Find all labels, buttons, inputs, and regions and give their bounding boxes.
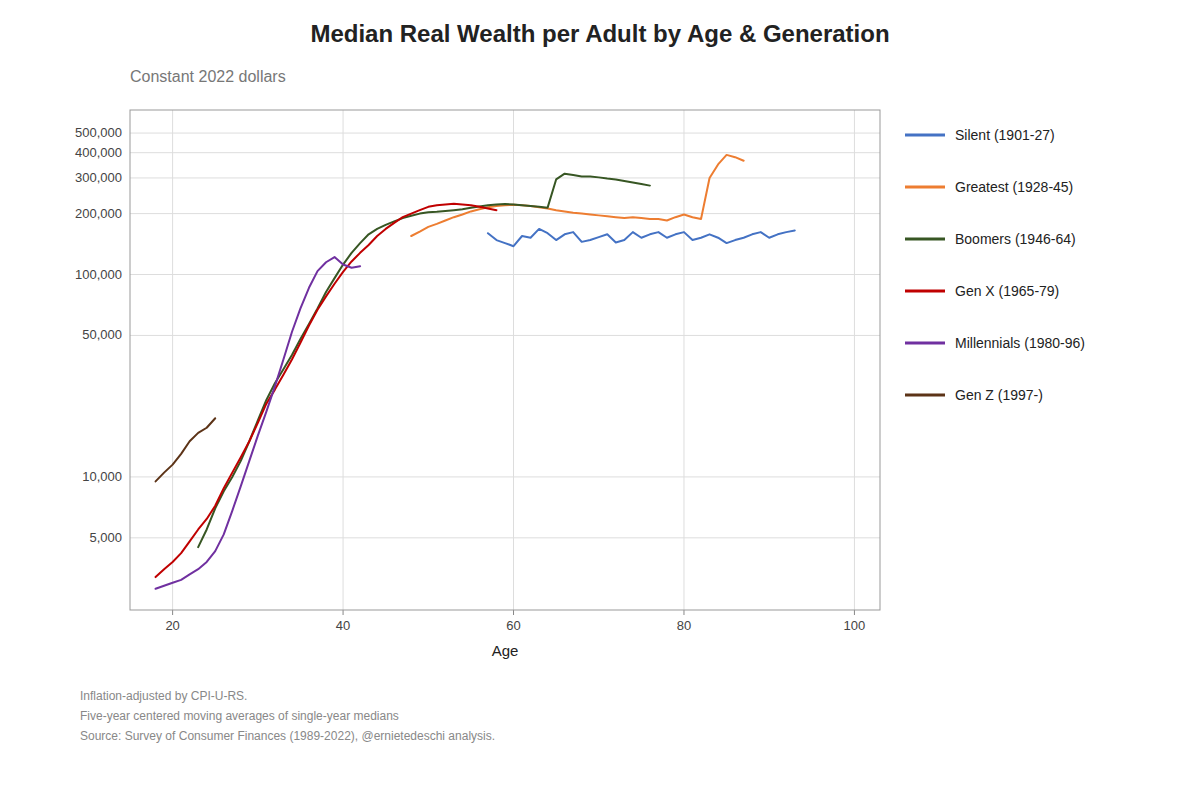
series-line <box>488 229 795 246</box>
x-tick-label: 60 <box>506 618 520 633</box>
y-tick-label: 50,000 <box>82 327 122 342</box>
x-tick-mark <box>854 610 855 615</box>
x-tick-mark <box>172 610 173 615</box>
y-tick-label: 5,000 <box>89 530 122 545</box>
title: Median Real Wealth per Adult by Age & Ge… <box>310 20 889 47</box>
x-tick-label: 100 <box>844 618 866 633</box>
legend-label: Gen X (1965-79) <box>955 283 1059 299</box>
subtitle: Constant 2022 dollars <box>130 68 286 85</box>
x-grid-line <box>854 110 855 610</box>
x-grid-line <box>683 110 684 610</box>
legend-label: Greatest (1928-45) <box>955 179 1073 195</box>
x-grid-line <box>513 110 514 610</box>
x-tick-label: 80 <box>677 618 691 633</box>
legend-swatch <box>905 342 945 345</box>
tick-labels: 5,000 10,000 50,000 100,000 200,000 300,000 40… <box>75 125 865 633</box>
y-grid-line <box>130 476 880 477</box>
lines <box>156 155 795 589</box>
x-tick-mark <box>513 610 514 615</box>
series-line <box>156 204 497 577</box>
legend-label: Millennials (1980-96) <box>955 335 1085 351</box>
y-grid-line <box>130 152 880 153</box>
x-tick-label: 20 <box>165 618 179 633</box>
x-axis-label: Age <box>492 642 519 659</box>
series-line <box>156 257 361 589</box>
legend-swatch <box>905 186 945 189</box>
legend-label: Boomers (1946-64) <box>955 231 1076 247</box>
y-grid-line <box>130 335 880 336</box>
footnote: Five-year centered moving averages of si… <box>80 709 399 723</box>
grid <box>130 110 880 615</box>
y-grid-line <box>130 213 880 214</box>
y-tick-label: 200,000 <box>75 206 122 221</box>
y-tick-label: 400,000 <box>75 145 122 160</box>
y-grid-line <box>130 177 880 178</box>
plot-frame <box>130 110 880 610</box>
legend-label: Silent (1901-27) <box>955 127 1055 143</box>
legend-swatch <box>905 134 945 137</box>
legend-swatch <box>905 394 945 397</box>
x-grid-line <box>172 110 173 610</box>
footnote: Source: Survey of Consumer Finances (198… <box>80 729 495 743</box>
series-line <box>156 418 216 481</box>
y-tick-label: 100,000 <box>75 267 122 282</box>
legend: Silent (1901-27) Greatest (1928-45) Boomer… <box>905 127 1085 403</box>
chart: Median Real Wealth per Adult by Age & Ge… <box>0 0 1200 799</box>
legend-swatch <box>905 290 945 293</box>
x-tick-mark <box>343 610 344 615</box>
y-grid-line <box>130 537 880 538</box>
footnotes: Inflation-adjusted by CPI-U-RS. Five-year… <box>80 689 495 743</box>
series-line <box>411 155 743 236</box>
x-tick-mark <box>683 610 684 615</box>
x-tick-label: 40 <box>336 618 350 633</box>
y-grid-line <box>130 274 880 275</box>
series-line <box>198 174 650 547</box>
legend-swatch <box>905 238 945 241</box>
y-tick-label: 300,000 <box>75 170 122 185</box>
footnote: Inflation-adjusted by CPI-U-RS. <box>80 689 247 703</box>
y-tick-label: 10,000 <box>82 469 122 484</box>
x-grid-line <box>343 110 344 610</box>
y-grid-line <box>130 133 880 134</box>
legend-label: Gen Z (1997-) <box>955 387 1043 403</box>
y-tick-label: 500,000 <box>75 125 122 140</box>
